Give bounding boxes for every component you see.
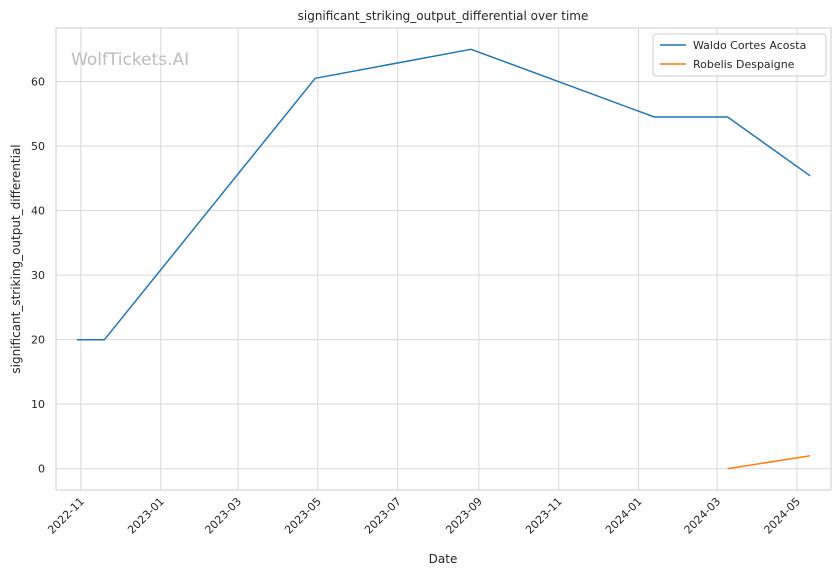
y-tick-label: 20 [31,334,45,347]
x-tick-label: 2023-03 [202,495,244,537]
x-tick-label: 2023-11 [523,495,565,537]
x-tick-label: 2023-09 [443,495,485,537]
legend-box [652,33,827,77]
series-line-robelis-despaigne [727,455,811,470]
grid-lines [56,28,831,490]
x-axis-title: Date [429,552,458,566]
x-tick-label: 2024-05 [761,495,803,537]
x-tick-label: 2022-11 [45,495,87,537]
legend: Waldo Cortes Acosta Robelis Despaigne [652,33,827,77]
y-tick-label: 60 [31,76,45,89]
x-tick-labels: 2022-11 2023-01 2023-03 2023-05 2023-07 2023-… [45,495,803,537]
x-tick-label: 2024-01 [603,495,645,537]
series-line-waldo-cortes-acosta [76,48,811,341]
x-tick-label: 2023-05 [282,495,324,537]
y-tick-label: 50 [31,140,45,153]
x-tick-label: 2023-07 [362,495,404,537]
chart-title: significant_striking_output_differential… [298,9,589,23]
watermark: WolfTickets.AI [71,50,189,70]
y-axis-title: significant_striking_output_differential [9,144,23,373]
y-tick-label: 40 [31,205,45,218]
x-tick-label: 2023-01 [125,495,167,537]
series-lines [76,48,811,470]
y-tick-labels: 0 10 20 30 40 50 60 [31,76,45,476]
y-tick-label: 0 [38,463,45,476]
y-tick-label: 30 [31,269,45,282]
plot-area [55,27,832,491]
y-tick-label: 10 [31,398,45,411]
x-tick-label: 2024-03 [682,495,724,537]
legend-label-robelis: Robelis Despaigne [693,58,795,71]
legend-label-waldo: Waldo Cortes Acosta [693,39,806,52]
